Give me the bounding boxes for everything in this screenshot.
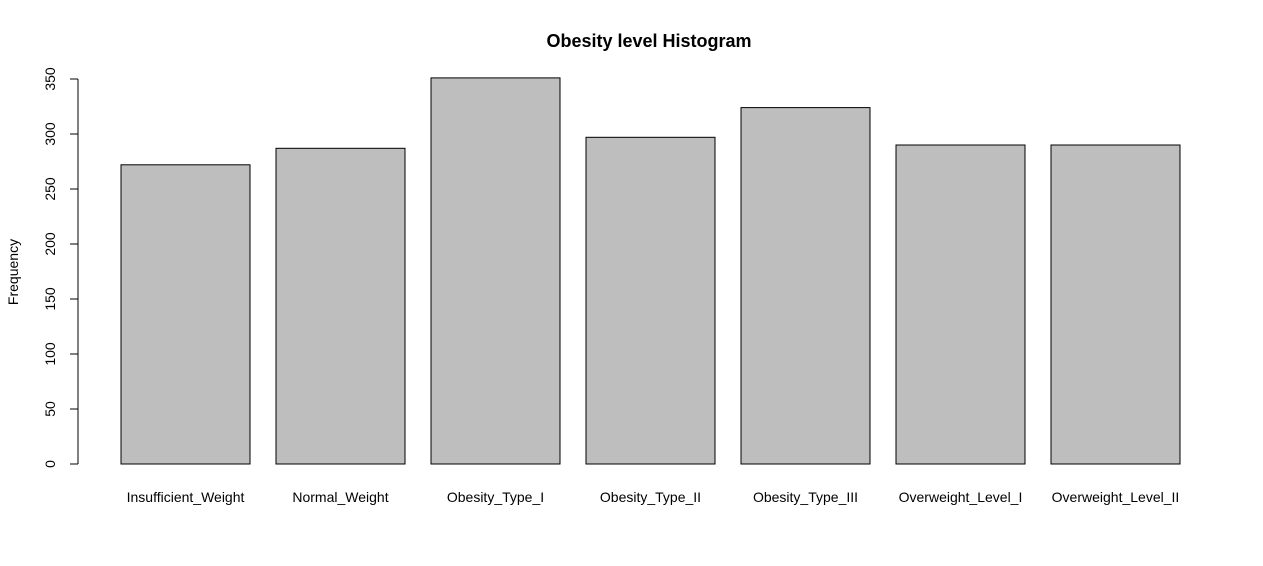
y-tick-label: 50 xyxy=(42,401,58,417)
y-tick-label: 100 xyxy=(42,342,58,366)
bar-overweight-level-ii xyxy=(1050,144,1181,465)
y-axis-label: Frequency xyxy=(5,239,21,305)
category-label: Obesity_Type_III xyxy=(753,489,858,505)
category-label: Obesity_Type_II xyxy=(600,489,701,505)
category-label: Normal_Weight xyxy=(292,489,388,505)
category-labels: Insufficient_Weight Normal_Weight Obesity_… xyxy=(127,489,1180,505)
y-tick-label: 150 xyxy=(42,287,58,311)
y-tick-label: 300 xyxy=(42,122,58,146)
bar-obesity-type-iii xyxy=(740,107,871,465)
bar-overweight-level-i xyxy=(895,144,1026,465)
y-tick-label: 200 xyxy=(42,232,58,256)
category-label: Overweight_Level_I xyxy=(899,489,1023,505)
bar-obesity-type-i xyxy=(430,77,561,465)
y-tick-label: 350 xyxy=(42,67,58,91)
category-label: Overweight_Level_II xyxy=(1052,489,1180,505)
y-tick-label: 0 xyxy=(42,460,58,468)
bar-obesity-type-ii xyxy=(585,136,716,465)
y-tick-label: 250 xyxy=(42,177,58,201)
chart-title: Obesity level Histogram xyxy=(546,31,751,51)
category-label: Insufficient_Weight xyxy=(127,489,245,505)
y-ticks: 0 50 100 150 200 250 300 350 xyxy=(42,67,78,468)
bar-insufficient-weight xyxy=(120,164,251,465)
bars xyxy=(120,77,1181,465)
category-label: Obesity_Type_I xyxy=(447,489,544,505)
bar-normal-weight xyxy=(275,147,406,465)
